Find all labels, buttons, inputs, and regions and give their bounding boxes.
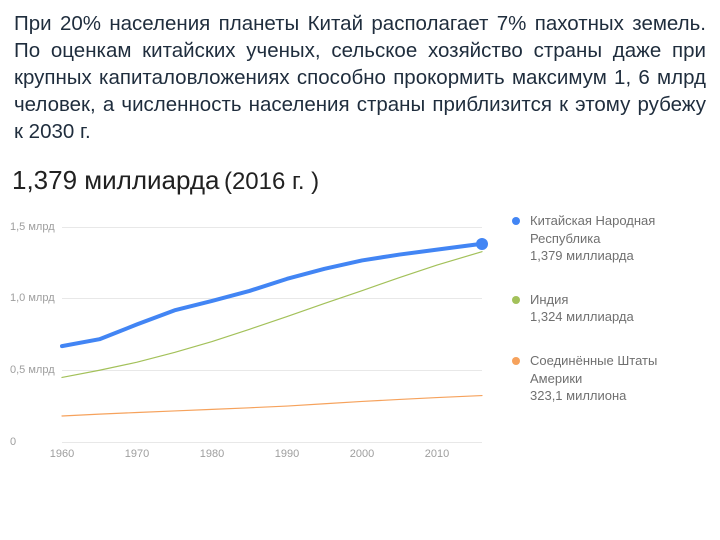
series-line: [62, 244, 482, 346]
legend-item: Соединённые Штаты Америки323,1 миллиона: [512, 352, 700, 405]
figure-title-year: (2016 г. ): [224, 168, 319, 195]
highlight-dot: [476, 238, 488, 250]
x-axis-label: 1960: [50, 448, 74, 460]
series-line: [62, 252, 482, 378]
y-axis-label: 0,5 млрд: [10, 364, 55, 376]
x-axis-label: 1980: [200, 448, 224, 460]
intro-paragraph: При 20% населения планеты Китай располаг…: [14, 10, 706, 145]
figure-block: 1,379 миллиарда (2016 г. ) 0 0,5 млрд 1,0 …: [0, 157, 720, 466]
y-axis-label: 1,0 млрд: [10, 292, 55, 304]
gridline: [62, 442, 482, 443]
legend-dot-icon: [512, 357, 520, 365]
legend: Китайская Народная Республика1,379 милли…: [490, 206, 700, 466]
series-line: [62, 396, 482, 416]
legend-dot-icon: [512, 296, 520, 304]
x-axis-label: 2010: [425, 448, 449, 460]
legend-item: Индия1,324 миллиарда: [512, 291, 700, 326]
legend-item: Китайская Народная Республика1,379 милли…: [512, 212, 700, 265]
legend-label: Индия1,324 миллиарда: [530, 291, 634, 326]
figure-title: 1,379 миллиарда (2016 г. ): [12, 165, 710, 196]
plot-region: [62, 212, 482, 442]
x-axis-label: 2000: [350, 448, 374, 460]
x-axis-label: 1990: [275, 448, 299, 460]
chart-wrap: 0 0,5 млрд 1,0 млрд 1,5 млрд 1960 1970 1980 199…: [10, 206, 710, 466]
series-lines: [62, 212, 482, 442]
chart-area: 0 0,5 млрд 1,0 млрд 1,5 млрд 1960 1970 1980 199…: [10, 206, 490, 466]
y-axis-label: 0: [10, 436, 16, 448]
figure-title-value: 1,379 миллиарда: [12, 165, 220, 195]
legend-dot-icon: [512, 217, 520, 225]
y-axis-label: 1,5 млрд: [10, 221, 55, 233]
x-axis-label: 1970: [125, 448, 149, 460]
legend-label: Китайская Народная Республика1,379 милли…: [530, 212, 700, 265]
header-block: При 20% населения планеты Китай располаг…: [0, 0, 720, 157]
legend-label: Соединённые Штаты Америки323,1 миллиона: [530, 352, 700, 405]
